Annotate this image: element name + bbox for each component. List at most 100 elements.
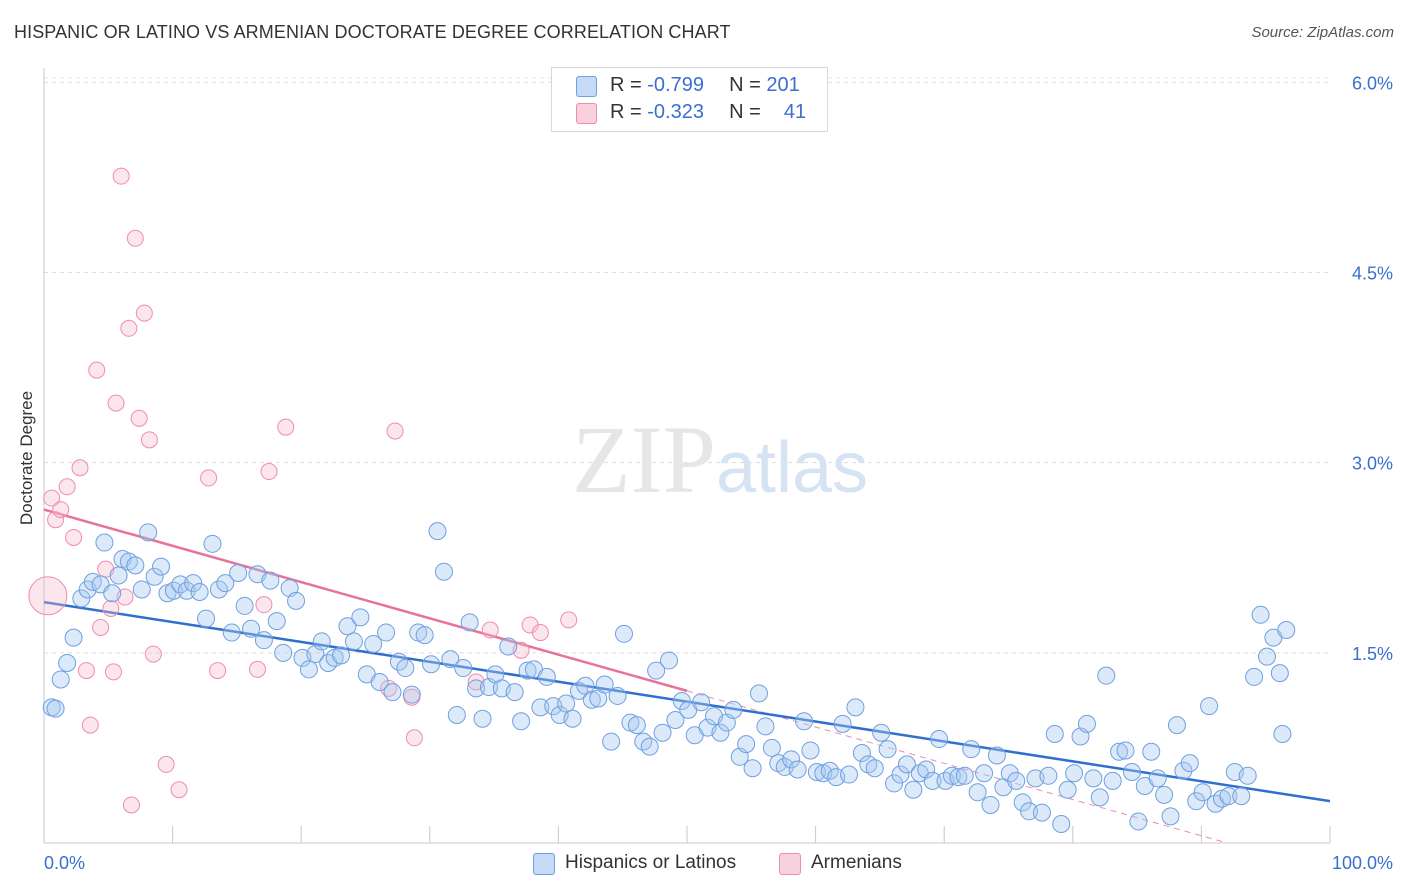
hispanic-point bbox=[692, 693, 711, 712]
hispanic-point bbox=[1039, 766, 1058, 785]
armenian-trend-line bbox=[43, 508, 688, 693]
hispanic-point bbox=[1148, 769, 1167, 788]
hispanic-point bbox=[402, 685, 421, 704]
armenian-point bbox=[405, 729, 423, 747]
hispanic-point bbox=[788, 760, 807, 779]
hispanic-point bbox=[647, 661, 666, 680]
hispanic-point bbox=[608, 686, 627, 705]
hispanic-point bbox=[904, 780, 923, 799]
hispanic-point bbox=[46, 699, 65, 718]
hispanic-point bbox=[132, 580, 151, 599]
hispanic-point bbox=[865, 759, 884, 778]
hispanic-point bbox=[878, 740, 897, 759]
legend-r-label: R = bbox=[610, 74, 642, 96]
hispanic-point bbox=[1007, 771, 1026, 790]
hispanic-point bbox=[1110, 742, 1129, 761]
hispanic-point bbox=[975, 764, 994, 783]
armenian-point bbox=[386, 422, 404, 440]
watermark: ZIPatlas bbox=[572, 406, 868, 513]
correlation-legend: R = -0.799 N = 201 R = -0.323 N = 41 bbox=[551, 67, 828, 132]
hispanic-point bbox=[557, 694, 576, 713]
hispanic-point bbox=[1142, 742, 1161, 761]
hispanic-point bbox=[872, 723, 891, 742]
hispanic-point bbox=[332, 646, 351, 665]
armenian-point bbox=[130, 409, 148, 427]
legend-n-label: N = bbox=[729, 101, 761, 123]
hispanic-point bbox=[103, 584, 122, 603]
bottom-legend-swatch-armenian bbox=[779, 853, 801, 875]
hispanic-point bbox=[1232, 787, 1251, 806]
hispanic-point bbox=[299, 660, 318, 679]
armenian-point bbox=[144, 645, 162, 663]
hispanic-point bbox=[1161, 807, 1180, 826]
hispanic-point bbox=[987, 746, 1006, 765]
hispanic-point bbox=[917, 760, 936, 779]
hispanic-point bbox=[1116, 741, 1135, 760]
hispanic-point bbox=[1270, 664, 1289, 683]
hispanic-point bbox=[595, 675, 614, 694]
hispanic-point bbox=[351, 608, 370, 627]
armenian-point bbox=[77, 662, 95, 680]
hispanic-point bbox=[222, 623, 241, 642]
y-tick-label: 6.0% bbox=[1352, 73, 1393, 93]
hispanic-point bbox=[949, 768, 968, 787]
armenian-point bbox=[157, 755, 175, 773]
hispanic-point bbox=[190, 582, 209, 601]
hispanic-point bbox=[274, 643, 293, 662]
hispanic-point bbox=[370, 672, 389, 691]
hispanic-point bbox=[614, 624, 633, 643]
hispanic-point bbox=[1193, 783, 1212, 802]
hispanic-point bbox=[441, 650, 460, 669]
armenian-point bbox=[255, 596, 273, 614]
hispanic-point bbox=[512, 712, 531, 731]
legend-r-value: -0.323 bbox=[647, 101, 704, 123]
x-axis-ticks bbox=[43, 826, 1331, 843]
hispanic-point bbox=[152, 557, 171, 576]
hispanic-point bbox=[1122, 763, 1141, 782]
hispanic-point bbox=[582, 690, 601, 709]
hispanic-point bbox=[1245, 667, 1264, 686]
hispanic-point bbox=[1155, 785, 1174, 804]
hispanic-point bbox=[377, 623, 396, 642]
armenian-point bbox=[112, 167, 130, 185]
hispanic-point bbox=[1187, 792, 1206, 811]
hispanic-point bbox=[1174, 761, 1193, 780]
armenian-point bbox=[380, 679, 398, 697]
hispanic-point bbox=[177, 581, 196, 600]
hispanic-point bbox=[1200, 697, 1219, 716]
legend-r-label: R = bbox=[610, 101, 642, 123]
armenian-point bbox=[140, 431, 158, 449]
armenian-point bbox=[126, 229, 144, 247]
hispanic-point bbox=[807, 763, 826, 782]
y-tick-labels: 1.5% 3.0% 4.5% 6.0% bbox=[1352, 73, 1393, 663]
armenian-point bbox=[47, 511, 65, 529]
hispanic-point bbox=[833, 714, 852, 733]
bottom-legend-swatch-hispanic bbox=[533, 853, 555, 875]
hispanic-point bbox=[242, 619, 261, 638]
hispanic-point bbox=[724, 700, 743, 719]
hispanic-point bbox=[51, 670, 70, 689]
hispanic-point bbox=[1077, 714, 1096, 733]
hispanic-point bbox=[197, 609, 216, 628]
hispanic-point bbox=[267, 612, 286, 631]
hispanic-point bbox=[344, 632, 363, 651]
hispanic-point bbox=[711, 723, 730, 742]
hispanic-point bbox=[756, 717, 775, 736]
hispanic-point bbox=[923, 771, 942, 790]
hispanic-point bbox=[109, 566, 128, 585]
armenian-point bbox=[209, 662, 227, 680]
armenian-point bbox=[58, 478, 76, 496]
hispanic-point bbox=[1045, 724, 1064, 743]
hispanic-point bbox=[602, 732, 621, 751]
hispanic-point bbox=[672, 692, 691, 711]
hispanic-point bbox=[627, 716, 646, 735]
hispanic-point bbox=[659, 651, 678, 670]
x-tick-label-max: 100.0% bbox=[1332, 853, 1393, 873]
hispanic-point bbox=[1097, 666, 1116, 685]
armenian-point bbox=[170, 781, 188, 799]
hispanic-point bbox=[171, 575, 190, 594]
hispanic-point bbox=[801, 741, 820, 760]
armenian-point bbox=[88, 361, 106, 379]
hispanic-point bbox=[1084, 769, 1103, 788]
